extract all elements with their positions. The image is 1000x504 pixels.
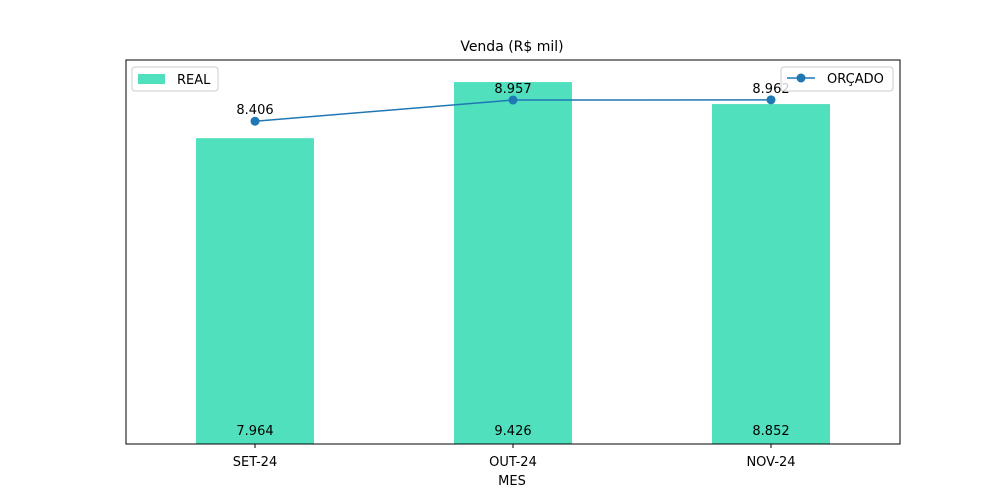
bars-layer (196, 82, 830, 445)
bar-real-set-24 (196, 138, 314, 444)
line-layer (250, 95, 776, 126)
line-value-label: 8.962 (752, 82, 789, 97)
line-orcado-point (250, 116, 260, 126)
x-axis-label: MES (498, 474, 526, 489)
line-orcado-point (508, 95, 518, 105)
bar-value-label: 9.426 (494, 424, 531, 439)
bar-value-label: 8.852 (752, 424, 789, 439)
bar-value-label: 7.964 (236, 424, 273, 439)
line-orcado-point (766, 95, 776, 105)
legend-orcado-box (780, 66, 894, 92)
legend-orcado-label: ORÇADO (827, 72, 884, 87)
bar-real-out-24 (454, 82, 572, 445)
labels-layer: 7.964 9.426 8.852 8.406 8.957 8.962 (236, 82, 789, 439)
bar-real-nov-24 (712, 104, 830, 445)
x-tick-label: NOV-24 (746, 455, 795, 470)
legend-real-label: REAL (177, 73, 211, 88)
line-value-label: 8.957 (494, 82, 531, 97)
x-axis: SET-24 OUT-24 NOV-24 (233, 444, 796, 470)
line-value-label: 8.406 (236, 103, 273, 118)
x-tick-label: SET-24 (233, 455, 277, 470)
legend-real-swatch (138, 74, 165, 84)
legend-orcado: ORÇADO (780, 66, 894, 92)
legend-orcado-marker (796, 73, 806, 83)
chart-title: Venda (R$ mil) (460, 39, 563, 55)
legend-real-box (131, 66, 219, 92)
x-tick-label: OUT-24 (489, 455, 537, 470)
legend-real: REAL (131, 66, 219, 92)
